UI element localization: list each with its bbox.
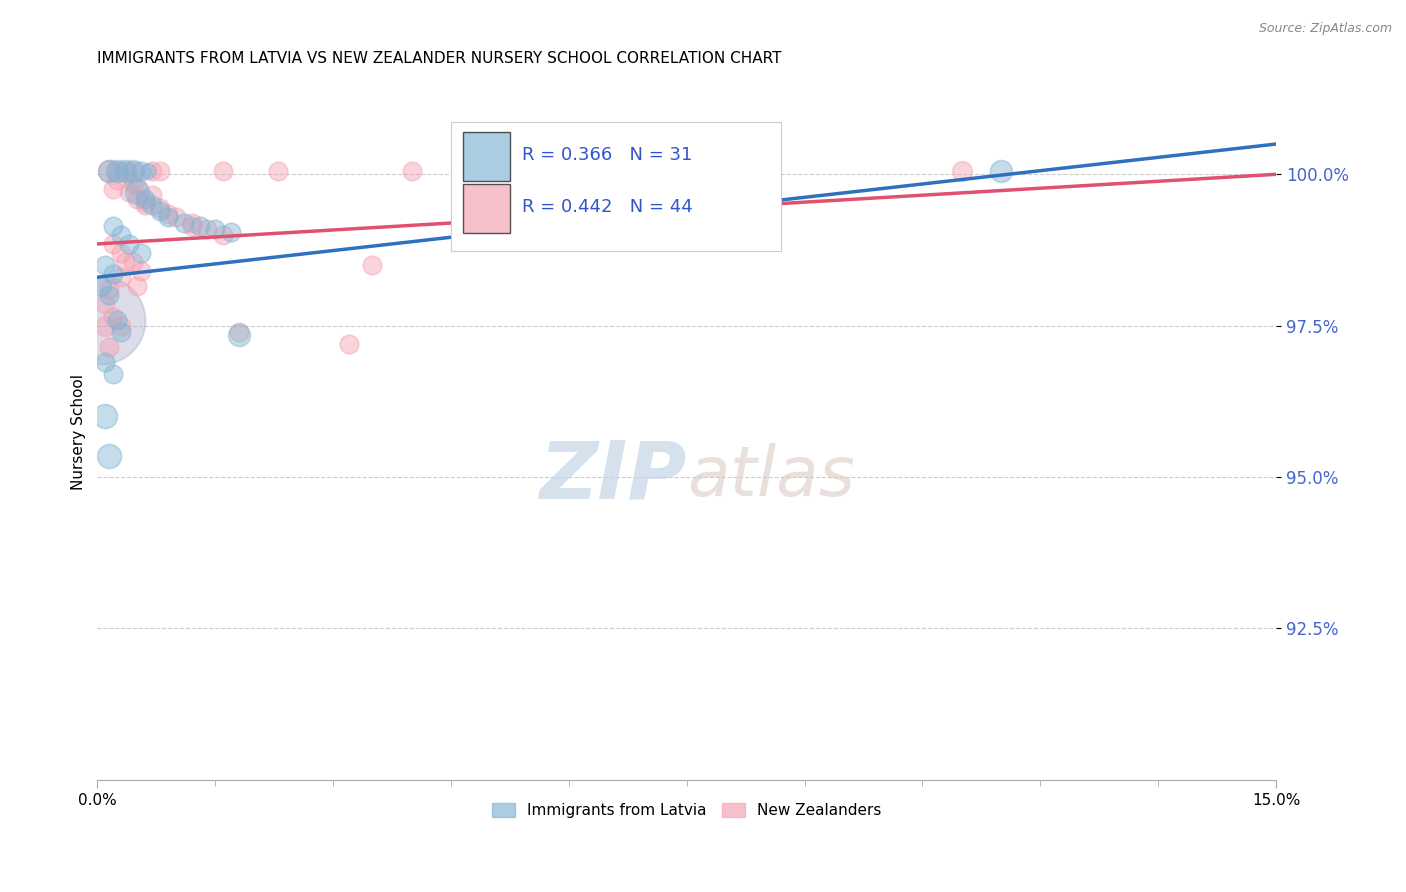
Point xyxy=(110,318,132,333)
Text: R = 0.366   N = 31: R = 0.366 N = 31 xyxy=(522,145,692,163)
Point xyxy=(114,255,136,269)
Point xyxy=(149,203,172,218)
Point xyxy=(125,192,148,206)
Point xyxy=(228,327,250,342)
Point xyxy=(105,312,128,326)
Point xyxy=(125,279,148,293)
Y-axis label: Nursery School: Nursery School xyxy=(72,374,86,490)
Point xyxy=(129,246,152,260)
Point xyxy=(94,409,117,424)
Text: Source: ZipAtlas.com: Source: ZipAtlas.com xyxy=(1258,22,1392,36)
Text: ZIP: ZIP xyxy=(540,438,686,516)
Point xyxy=(101,182,124,196)
Point xyxy=(90,312,112,326)
Point xyxy=(337,336,360,351)
Point xyxy=(101,310,124,324)
Point xyxy=(121,164,143,178)
Point xyxy=(118,186,141,200)
FancyBboxPatch shape xyxy=(463,132,510,181)
Point xyxy=(267,164,290,178)
Point xyxy=(110,227,132,242)
Point xyxy=(94,318,117,333)
Point xyxy=(180,216,202,230)
Point xyxy=(134,192,156,206)
Point xyxy=(129,164,152,178)
Point xyxy=(950,164,973,178)
Point xyxy=(138,164,160,178)
Text: R = 0.442   N = 44: R = 0.442 N = 44 xyxy=(522,198,692,217)
Point xyxy=(94,297,117,311)
Point xyxy=(125,186,148,200)
Point xyxy=(519,164,541,178)
FancyBboxPatch shape xyxy=(463,185,510,233)
Point xyxy=(675,164,697,178)
Point xyxy=(118,236,141,251)
Point xyxy=(195,221,218,235)
Text: IMMIGRANTS FROM LATVIA VS NEW ZEALANDER NURSERY SCHOOL CORRELATION CHART: IMMIGRANTS FROM LATVIA VS NEW ZEALANDER … xyxy=(97,51,782,66)
Point xyxy=(101,267,124,281)
Point xyxy=(149,164,172,178)
Point xyxy=(110,246,132,260)
Point xyxy=(361,258,384,272)
Point xyxy=(121,255,143,269)
Point xyxy=(401,164,423,178)
Text: atlas: atlas xyxy=(686,443,855,510)
Point xyxy=(98,282,121,296)
Point xyxy=(121,177,143,191)
Point xyxy=(141,164,163,178)
Point xyxy=(134,194,156,209)
Point xyxy=(212,164,235,178)
Point xyxy=(212,227,235,242)
Point xyxy=(157,210,180,224)
Point xyxy=(110,270,132,285)
Point xyxy=(129,264,152,278)
Point xyxy=(101,219,124,233)
Point xyxy=(180,219,202,233)
Point xyxy=(114,164,136,178)
Point xyxy=(94,355,117,369)
FancyBboxPatch shape xyxy=(451,122,780,251)
Point xyxy=(141,197,163,211)
Point xyxy=(101,236,124,251)
Point xyxy=(141,188,163,202)
Point xyxy=(90,279,112,293)
Point xyxy=(105,164,128,178)
Point xyxy=(228,325,250,339)
Point xyxy=(94,258,117,272)
Point xyxy=(110,325,132,339)
Point xyxy=(134,197,156,211)
Point xyxy=(165,210,187,224)
Point xyxy=(157,207,180,221)
Point xyxy=(219,225,242,239)
Point xyxy=(98,340,121,354)
Point xyxy=(98,288,121,302)
Point xyxy=(188,219,211,233)
Legend: Immigrants from Latvia, New Zealanders: Immigrants from Latvia, New Zealanders xyxy=(486,797,887,824)
Point xyxy=(149,201,172,215)
Point xyxy=(204,221,226,235)
Point xyxy=(990,164,1012,178)
Point xyxy=(173,216,195,230)
Point xyxy=(105,173,128,187)
Point xyxy=(101,367,124,381)
Point xyxy=(105,164,128,178)
Point xyxy=(121,164,143,178)
Point xyxy=(98,164,121,178)
Point xyxy=(98,164,121,178)
Point xyxy=(125,179,148,194)
Point xyxy=(98,449,121,463)
Point xyxy=(114,164,136,178)
